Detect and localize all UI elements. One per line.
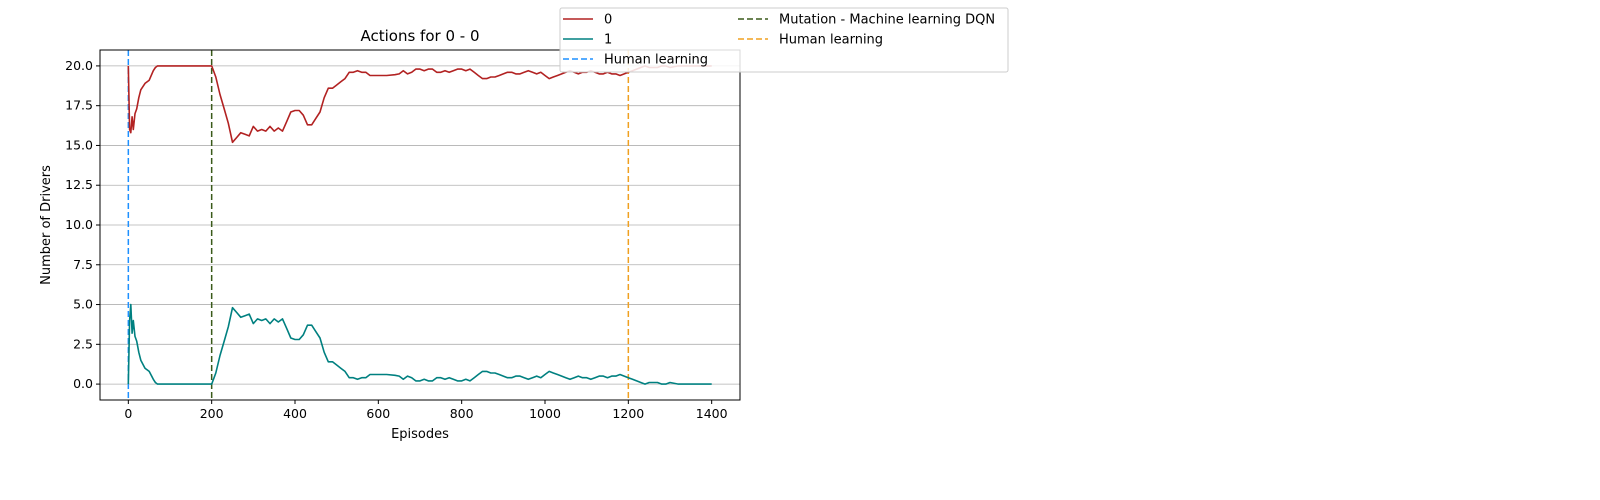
y-tick-label: 0.0 — [73, 376, 93, 391]
grid-lines — [100, 65, 740, 385]
y-tick-label: 20.0 — [65, 58, 93, 73]
series-lines — [127, 65, 712, 385]
x-tick-label: 1200 — [612, 406, 644, 421]
x-tick-label: 600 — [366, 406, 390, 421]
x-tick-label: 1400 — [696, 406, 728, 421]
legend-label: 0 — [604, 13, 612, 28]
chart-title: Actions for 0 - 0 — [361, 27, 480, 45]
x-tick-label: 400 — [283, 406, 307, 421]
x-axis-label: Episodes — [391, 427, 449, 442]
legend-label: Human learning — [604, 53, 708, 68]
series-line — [127, 303, 712, 385]
reference-lines — [127, 50, 630, 400]
x-tick-label: 0 — [124, 406, 132, 421]
x-tick-label: 800 — [450, 406, 474, 421]
y-axis-ticks: 0.0 2.5 5.0 7.5 10.0 12.5 15.0 17.5 20.0 — [65, 58, 100, 391]
legend-label: Human learning — [779, 33, 883, 48]
legend-box — [559, 7, 1009, 73]
y-tick-label: 10.0 — [65, 217, 93, 232]
y-tick-label: 12.5 — [65, 177, 93, 192]
series-line — [127, 65, 712, 144]
legend: 0 1 Human learning Mutation - Machine learn… — [559, 7, 1009, 73]
y-tick-label: 2.5 — [73, 336, 93, 351]
y-tick-label: 5.0 — [73, 297, 93, 312]
legend-label: 1 — [604, 33, 612, 48]
x-tick-label: 1000 — [529, 406, 561, 421]
x-axis-ticks: 0 200 400 600 800 1000 1200 1400 — [124, 400, 728, 421]
y-tick-label: 17.5 — [65, 98, 93, 113]
y-tick-label: 15.0 — [65, 137, 93, 152]
y-tick-label: 7.5 — [73, 257, 93, 272]
x-tick-label: 200 — [200, 406, 224, 421]
y-axis-label: Number of Drivers — [39, 165, 54, 285]
legend-label: Mutation - Machine learning DQN — [779, 13, 995, 28]
